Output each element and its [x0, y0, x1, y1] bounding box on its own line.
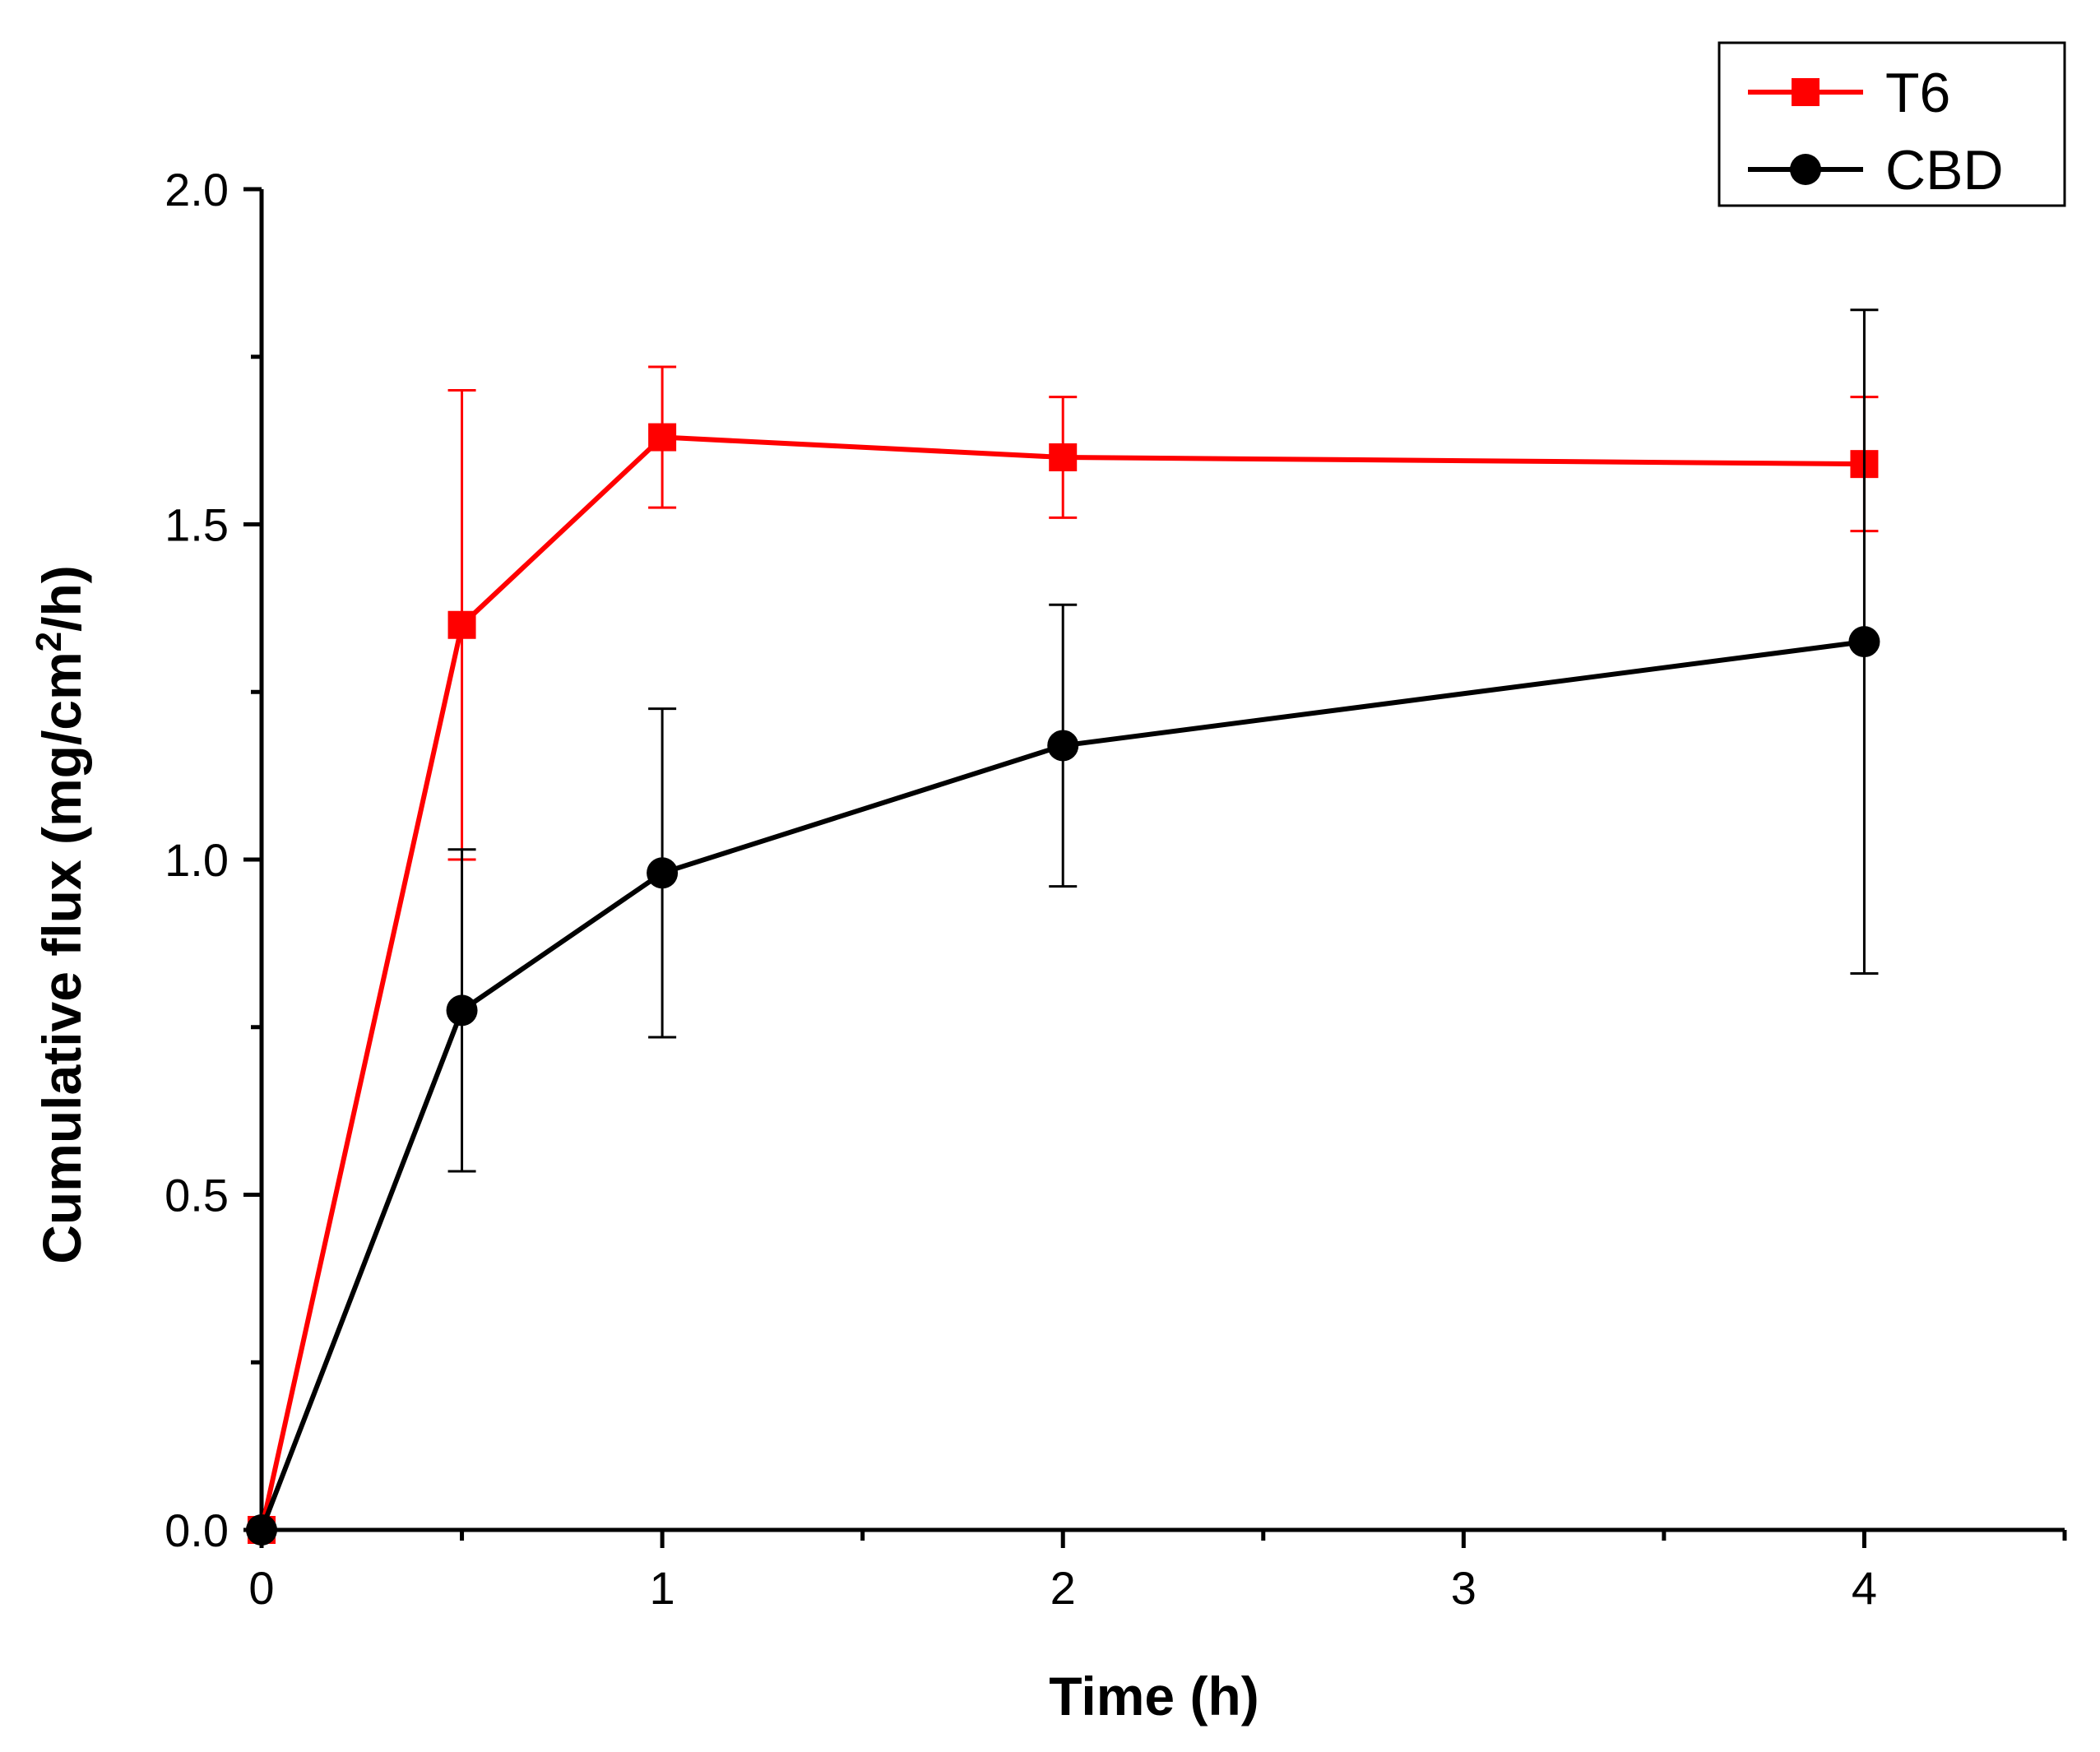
series-cbd	[246, 308, 1880, 1546]
y-tick-label: 0.0	[165, 1504, 229, 1556]
series-t6	[248, 365, 1879, 1544]
legend-marker-t6	[1792, 78, 1820, 106]
y-tick-label: 1.5	[165, 499, 229, 551]
y-axis-title: Cumulative flux (mg/cm2/h)	[29, 565, 92, 1264]
legend-label-cbd: CBD	[1885, 139, 2004, 202]
legend-box	[1718, 41, 2066, 207]
data-point-cbd	[647, 857, 679, 889]
y-axis-title-tail: /h)	[31, 565, 92, 632]
x-tick-label: 3	[1451, 1562, 1476, 1614]
data-point-cbd	[246, 1514, 277, 1546]
axes: 0 1 2 3 4 0.0 0.5 1.0 1.5 2.0	[165, 164, 2067, 1614]
data-point-cbd	[446, 994, 478, 1027]
data-point-cbd	[1848, 626, 1880, 658]
legend-marker-cbd	[1790, 154, 1821, 185]
y-tick-label: 2.0	[165, 164, 229, 216]
y-tick-label: 0.5	[165, 1170, 229, 1221]
series-layer	[246, 308, 1880, 1546]
y-axis-title-main: Cumulative flux (mg/cm	[31, 651, 92, 1263]
y-tick-label: 1.0	[165, 834, 229, 886]
data-point-t6	[1049, 443, 1078, 471]
legend: T6 CBD	[1718, 41, 2066, 207]
data-point-t6	[648, 423, 677, 452]
x-axis-title: Time (h)	[1049, 1666, 1259, 1727]
x-tick-label: 1	[650, 1562, 675, 1614]
x-tick-label: 2	[1050, 1562, 1076, 1614]
data-point-t6	[447, 610, 476, 639]
legend-label-t6: T6	[1885, 62, 1950, 124]
x-tick-label: 0	[248, 1562, 274, 1614]
data-point-cbd	[1047, 730, 1079, 762]
x-tick-label: 4	[1852, 1562, 1877, 1614]
y-axis-title-superscript: 2	[29, 632, 69, 651]
